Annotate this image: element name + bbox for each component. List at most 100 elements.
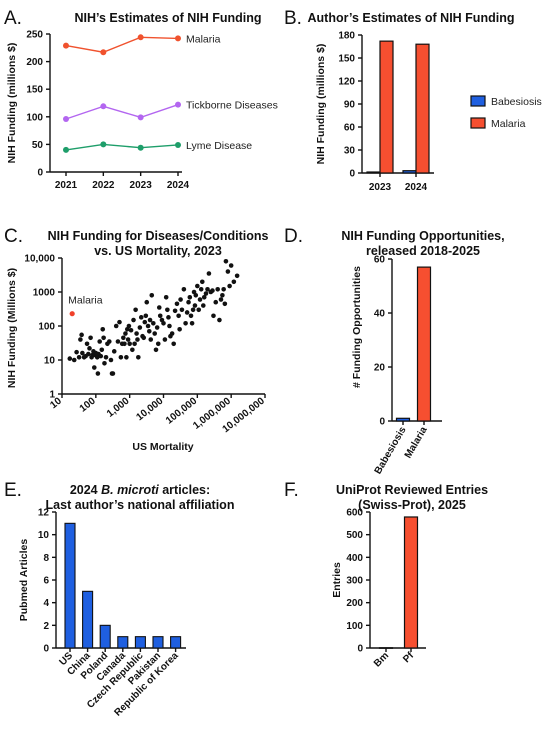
panel-a-point <box>175 35 181 42</box>
panel-b-y-tick-label: 0 <box>349 169 355 180</box>
panel-e-y-tick-label: 0 <box>43 644 49 655</box>
panel-c-point <box>137 325 143 330</box>
panel-c-point <box>218 297 224 302</box>
panel-d-x-tick-label: Babesiosis <box>373 425 409 477</box>
panel-c-point <box>206 271 212 276</box>
panel-c-point <box>195 283 200 289</box>
panel-c-point <box>163 294 169 300</box>
panel-a-point <box>100 103 107 110</box>
panel-f-subtitle: (Swiss-Prot), 2025 <box>358 498 466 512</box>
panel-c-xlabel: US Mortality <box>132 441 193 453</box>
panel-c-y-tick-label: 1 <box>49 390 55 401</box>
panel-c-point <box>145 323 151 329</box>
panel-c-point <box>91 365 97 370</box>
panel-c-x-tick-label: 1,000 <box>105 395 132 419</box>
panel-f-x-tick-label: Pf <box>401 650 416 665</box>
panel-c-point <box>222 301 228 307</box>
panel-b-legend-swatch <box>470 95 486 107</box>
panel-c-point <box>152 331 158 336</box>
panel-e-y-tick-label: 10 <box>38 530 50 541</box>
panel-c-point <box>213 299 219 305</box>
panel-c-point <box>201 294 207 300</box>
panel-d-y-tick-label: 0 <box>379 417 385 428</box>
panel-c-point <box>118 355 124 360</box>
panel-d-ylabel: # Funding Opportunities <box>351 266 363 388</box>
panel-c-point <box>227 283 232 289</box>
panel-d-title: NIH Funding Opportunities, <box>341 229 504 243</box>
panel-c-point <box>187 294 193 300</box>
panel-a-series-line <box>65 36 179 53</box>
panel-e-y-tick-label: 2 <box>43 621 49 632</box>
panel-c-point <box>193 292 199 298</box>
panel-b-y-tick-label: 30 <box>344 146 356 157</box>
panel-e-title: 2024 B. microti articles: <box>70 483 210 497</box>
panel-b-bar <box>366 171 381 174</box>
panel-c-point <box>215 287 221 292</box>
panel-f-title: UniProt Reviewed Entries <box>336 483 488 497</box>
panel-c-point <box>67 356 73 361</box>
panel-a-point <box>175 141 181 148</box>
panel-label-d: D. <box>284 226 303 247</box>
panel-a-series-line <box>65 103 179 120</box>
panel-a-x-tick-label: 2024 <box>167 180 190 191</box>
panel-c-point <box>132 341 137 347</box>
panel-c-point <box>143 313 149 319</box>
panel-c-point <box>78 337 83 342</box>
panel-c-point <box>146 328 152 334</box>
panel-c-point <box>121 335 126 341</box>
panel-c-point <box>220 292 225 298</box>
panel-c-point <box>172 308 178 314</box>
panel-c-point <box>138 315 144 320</box>
panel-e-bar <box>82 590 94 649</box>
panel-c-point <box>80 350 85 356</box>
panel-d-subtitle: released 2018-2025 <box>366 244 480 258</box>
panel-c-point <box>205 287 210 292</box>
panel-c-point <box>228 263 234 268</box>
panel-f-x-tick-label: Bm <box>372 650 391 669</box>
panel-c-point <box>128 327 134 333</box>
panel-c-point <box>136 355 141 360</box>
panel-c-highlight-label: Malaria <box>68 295 103 307</box>
panel-b-bar <box>402 170 417 174</box>
panel-b-bar <box>415 43 430 174</box>
panel-d-bar <box>395 417 411 422</box>
panel-b-x-tick-label: 2023 <box>369 182 392 193</box>
panel-c-point <box>221 287 226 292</box>
panel-c-point <box>177 326 182 332</box>
panel-c-point <box>106 339 112 344</box>
panel-b-ylabel: NIH Funding (millions $) <box>315 44 327 165</box>
panel-c-point <box>102 360 107 366</box>
panel-a-y-tick-label: 150 <box>26 85 43 96</box>
panel-e-y-tick-label: 4 <box>43 598 49 609</box>
panel-a-point <box>63 42 69 49</box>
panel-c-point <box>183 321 188 326</box>
panel-c-point <box>165 307 170 313</box>
panel-b-y-tick-label: 90 <box>344 100 356 111</box>
panel-label-a: A. <box>4 8 22 29</box>
panel-c-point <box>141 335 147 341</box>
panel-c-point <box>162 337 168 342</box>
panel-c-point <box>210 288 215 293</box>
panel-c-point <box>131 317 136 323</box>
panel-c-point <box>199 279 205 285</box>
panel-a-point <box>175 101 181 108</box>
panel-a-y-tick-label: 200 <box>26 57 43 68</box>
panel-b-y-tick-label: 180 <box>338 31 355 42</box>
panel-e-bar <box>170 636 182 649</box>
panel-c-point <box>198 287 204 292</box>
panel-c-y-tick-label: 10,000 <box>24 254 55 265</box>
panel-f-y-tick-label: 600 <box>346 508 363 519</box>
panel-e-y-tick-label: 6 <box>43 576 49 587</box>
panel-e-bar <box>99 624 111 649</box>
panel-label-c: C. <box>4 226 23 247</box>
panel-c-point <box>115 339 121 344</box>
panel-b-title: Author’s Estimates of NIH Funding <box>308 11 515 25</box>
panel-c-x-tick-label: 100 <box>78 395 98 414</box>
panel-f-y-tick-label: 400 <box>346 553 363 564</box>
panel-c-point <box>157 313 163 319</box>
panel-c-point <box>189 321 195 326</box>
panel-f-y-tick-label: 100 <box>346 621 363 632</box>
panel-c-point <box>166 315 171 320</box>
panel-c-point <box>169 331 175 336</box>
panel-c-point <box>148 337 154 342</box>
